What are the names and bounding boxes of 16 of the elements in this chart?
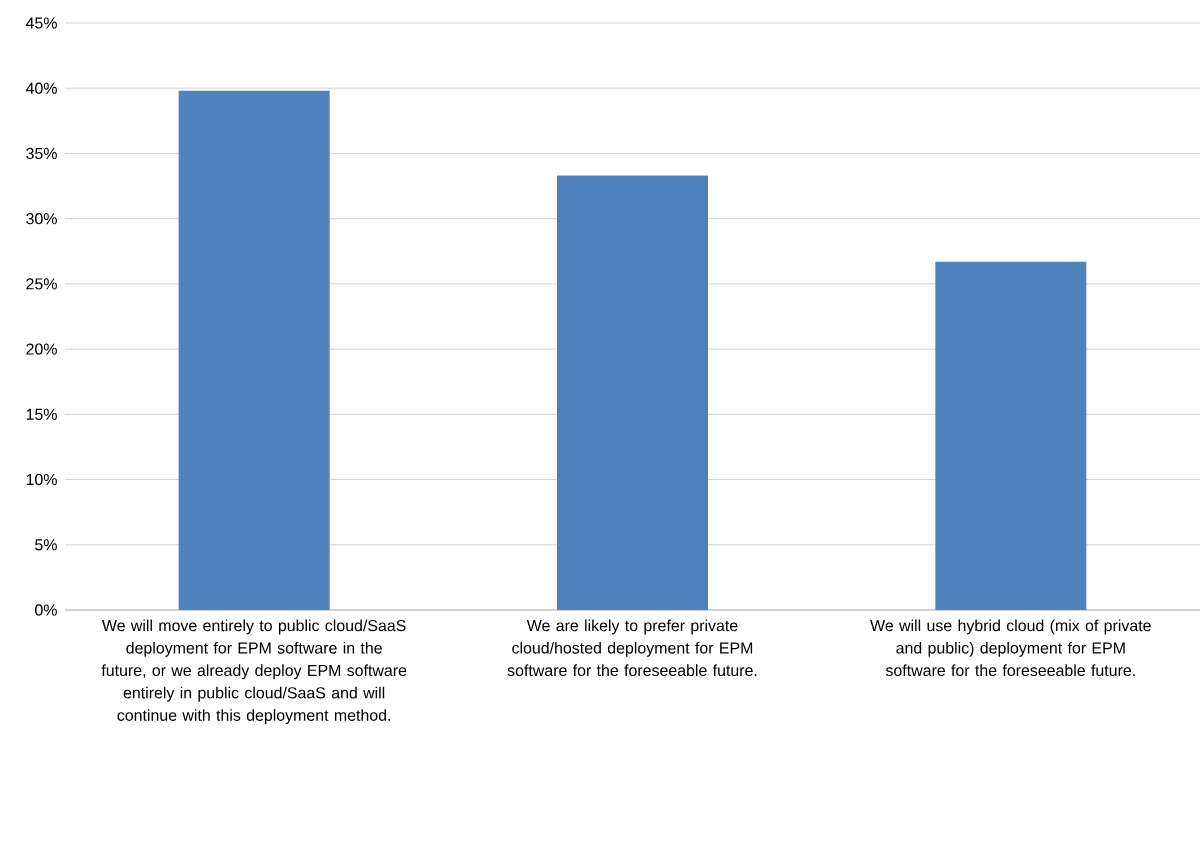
- y-tick-label: 10%: [26, 473, 57, 486]
- bar: [557, 175, 708, 610]
- y-tick-label: 15%: [26, 408, 57, 420]
- y-tick-label: 20%: [26, 343, 57, 355]
- y-tick-label: 35%: [26, 147, 57, 160]
- x-tick-label: We will move entirely to public cloud/SaaS deployment for EPM software in the future, or we already deploy EPM software entirely in public cloud/SaaS and will continue with this deployment method.: [101, 619, 407, 725]
- y-tick-label: 0%: [35, 604, 57, 616]
- bar: [178, 90, 330, 610]
- y-tick-label: 5%: [35, 539, 57, 551]
- x-tick-label: We are likely to prefer private cloud/hosted deployment for EPM software for the foreseeable future.: [507, 619, 757, 677]
- y-tick-label: 30%: [26, 213, 57, 225]
- y-tick-label: 25%: [26, 278, 57, 290]
- x-tick-label: We will use hybrid cloud (mix of private and public) deployment for EPM software for the foreseeable future.: [870, 619, 1151, 677]
- y-tick-label: 40%: [25, 82, 57, 94]
- y-tick-label: 45%: [25, 17, 57, 29]
- bar: [935, 261, 1087, 610]
